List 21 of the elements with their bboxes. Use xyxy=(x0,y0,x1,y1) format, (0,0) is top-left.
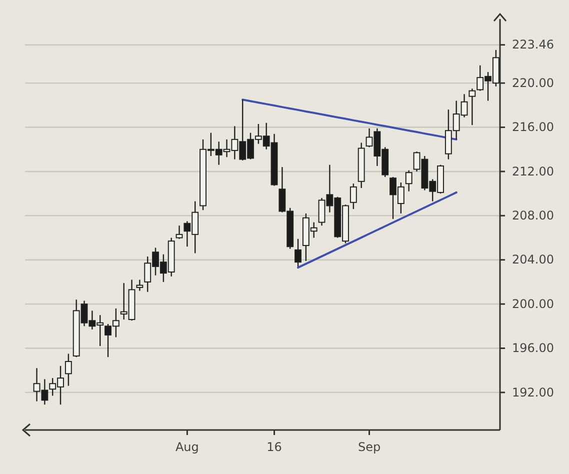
line-series xyxy=(297,191,458,269)
candlestick xyxy=(64,353,72,386)
y-tick-label: 196.00 xyxy=(512,341,554,356)
candlestick xyxy=(176,225,183,240)
candlestick xyxy=(468,88,476,126)
y-tick-label: 212.00 xyxy=(512,164,554,178)
candlestick xyxy=(136,279,144,292)
x-tick-label: Sep xyxy=(358,440,381,454)
y-tick-label: 216.00 xyxy=(512,120,554,134)
candlestick xyxy=(294,238,302,268)
x-tick-label: Aug xyxy=(175,440,199,454)
candlestick xyxy=(350,183,357,210)
candlestick xyxy=(405,170,412,192)
line-series xyxy=(242,98,458,140)
y-tick-label: 220.00 xyxy=(512,76,554,90)
y-tick-label: 208.00 xyxy=(512,208,554,222)
x-tick-label: 16 xyxy=(266,440,282,454)
y-tick-label: 192.00 xyxy=(512,385,554,400)
y-tick-label: 200.00 xyxy=(512,296,554,311)
y-tick-label: 204.00 xyxy=(512,252,554,267)
y-tick-label: 223.46 xyxy=(512,38,554,52)
